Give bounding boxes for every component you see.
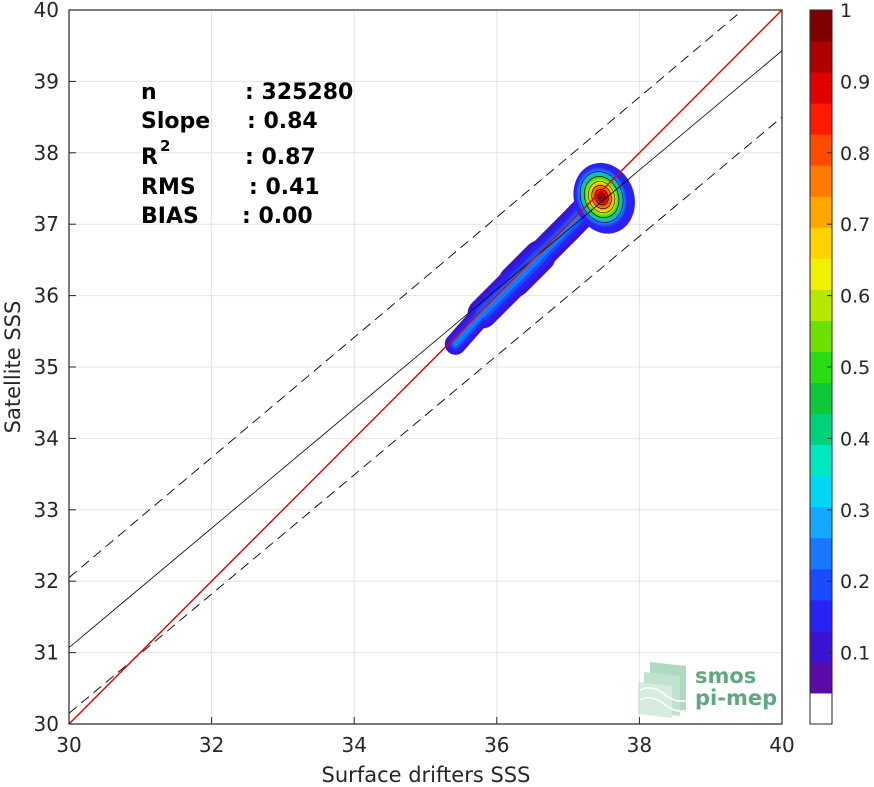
y-tick-label: 33 — [34, 498, 59, 522]
x-tick-label: 36 — [484, 733, 509, 757]
colorbar-segment — [810, 351, 832, 384]
colorbar-tick-label: 0.4 — [840, 428, 870, 450]
peak-contour-line-1 — [579, 171, 624, 223]
stat-r2-superscript: 2 — [160, 137, 170, 155]
colorbar-tick-label: 0.6 — [840, 286, 870, 308]
stat-bias-label: BIAS — [141, 204, 199, 229]
colorbar-segment — [810, 289, 832, 321]
y-tick-label: 38 — [34, 141, 59, 165]
colorbar — [809, 9, 833, 725]
colorbar-segment — [810, 41, 832, 73]
colorbar-segment — [810, 227, 832, 259]
y-tick-label: 39 — [34, 69, 59, 93]
stat-n-value: : 325280 — [245, 80, 353, 105]
y-tick-label: 37 — [34, 212, 59, 236]
stat-r2-label: R — [141, 145, 158, 170]
colorbar-segment — [810, 599, 832, 632]
colorbar-tick-label: 0.2 — [840, 571, 870, 593]
colorbar-segment — [810, 444, 832, 477]
colorbar-segment — [810, 630, 832, 663]
upper-bound-line — [69, 10, 744, 578]
x-axis-ticks: 30 32 34 36 38 40 — [56, 717, 795, 757]
stat-rms-label: RMS — [141, 175, 196, 200]
colorbar-segment — [810, 506, 832, 539]
stat-slope-label: Slope — [141, 109, 210, 134]
statistics-box: n : 325280 Slope : 0.84 R 2 : 0.87 RMS :… — [141, 80, 353, 229]
colorbar-segment — [810, 413, 832, 446]
colorbar-segment — [810, 196, 832, 228]
colorbar-segment — [810, 475, 832, 508]
colorbar-segment — [810, 537, 832, 570]
x-tick-label: 34 — [341, 733, 366, 757]
colorbar-segment — [810, 382, 832, 415]
y-tick-label: 30 — [34, 712, 59, 736]
colorbar-segment — [810, 320, 832, 352]
colorbar-segment — [810, 10, 832, 42]
x-axis-label: Surface drifters SSS — [322, 763, 531, 787]
colorbar-segment — [810, 165, 832, 197]
colorbar-tick-label: 0.7 — [840, 214, 870, 236]
colorbar-segment — [810, 103, 832, 135]
stat-rms-value: : 0.41 — [249, 175, 320, 200]
smos-waves-icon — [638, 662, 689, 718]
grid — [68, 9, 783, 725]
colorbar-ticks: 0.1 0.2 0.3 0.4 0.5 0.6 0.7 0.8 0.9 1 — [827, 0, 870, 665]
y-tick-label: 32 — [34, 569, 59, 593]
colorbar-segment — [810, 568, 832, 601]
colorbar-tick-label: 0.8 — [840, 143, 870, 165]
colorbar-segment — [810, 661, 832, 694]
stat-slope-value: : 0.84 — [247, 109, 318, 134]
colorbar-tick-label: 0.5 — [840, 357, 870, 379]
peak-contour-line-5 — [594, 188, 609, 206]
colorbar-segment — [810, 258, 832, 290]
y-tick-label: 31 — [34, 641, 59, 665]
y-axis-label: Satellite SSS — [1, 301, 25, 434]
y-tick-label: 36 — [34, 284, 59, 308]
reference-lines — [69, 10, 782, 724]
watermark-smos: smos — [695, 664, 756, 688]
x-tick-label: 32 — [199, 733, 224, 757]
colorbar-segment — [810, 134, 832, 166]
stat-bias-value: : 0.00 — [242, 204, 313, 229]
stat-r2-value: : 0.87 — [245, 145, 316, 170]
regression-line — [69, 50, 782, 648]
colorbar-tick-label: 1 — [840, 0, 852, 22]
lower-bound-line — [69, 116, 782, 714]
peak-contour-line-2 — [583, 176, 620, 218]
identity-line — [69, 10, 782, 724]
colorbar-tick-label: 0.3 — [840, 500, 870, 522]
watermark-logo: smos pi-mep — [638, 662, 777, 718]
stat-n-label: n — [141, 80, 157, 105]
colorbar-tick-label: 0.1 — [840, 643, 870, 665]
watermark-pi-mep: pi-mep — [695, 686, 777, 710]
x-tick-label: 38 — [627, 733, 652, 757]
y-axis-ticks: 30 31 32 33 34 35 36 37 38 39 40 — [34, 0, 76, 736]
contour-segment — [478, 277, 519, 318]
contour-segment — [452, 310, 486, 347]
contour-segment — [510, 252, 544, 286]
peak-contour-line-3 — [588, 181, 616, 214]
colorbar-segment — [810, 72, 832, 104]
y-tick-label: 40 — [34, 0, 59, 22]
colorbar-tick-label: 0.9 — [840, 71, 870, 93]
density-contours — [444, 162, 635, 355]
x-tick-label: 30 — [56, 733, 81, 757]
colorbar-segment — [810, 692, 832, 725]
y-tick-label: 35 — [34, 355, 59, 379]
x-tick-label: 40 — [769, 733, 794, 757]
y-tick-label: 34 — [34, 426, 59, 450]
